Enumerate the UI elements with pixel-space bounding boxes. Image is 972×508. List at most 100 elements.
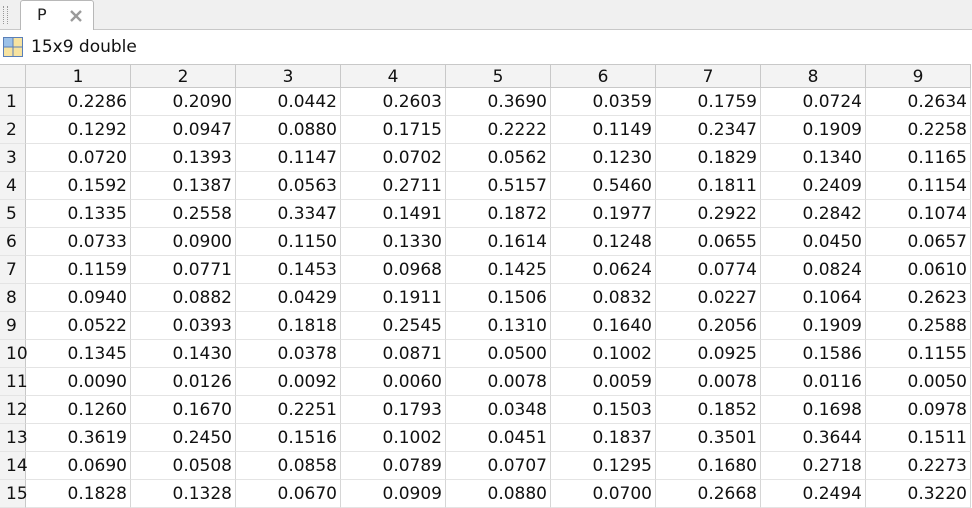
cell[interactable]: 0.1340: [761, 144, 866, 172]
row-header[interactable]: 4: [0, 172, 26, 200]
cell[interactable]: 0.1074: [866, 200, 971, 228]
cell[interactable]: 0.0378: [236, 340, 341, 368]
cell[interactable]: 0.1698: [761, 396, 866, 424]
row-header[interactable]: 15: [0, 480, 28, 508]
cell[interactable]: 0.0126: [131, 368, 236, 396]
cell[interactable]: 0.1330: [341, 228, 446, 256]
cell[interactable]: 0.1511: [866, 424, 971, 452]
row-header[interactable]: 1: [0, 88, 26, 116]
cell[interactable]: 0.1911: [341, 284, 446, 312]
cell[interactable]: 0.0707: [446, 452, 551, 480]
cell[interactable]: 0.1064: [761, 284, 866, 312]
cell[interactable]: 0.0724: [761, 88, 866, 116]
cell[interactable]: 0.0227: [656, 284, 761, 312]
cell[interactable]: 0.1715: [341, 116, 446, 144]
cell[interactable]: 0.0700: [551, 480, 656, 508]
cell[interactable]: 0.2090: [131, 88, 236, 116]
column-header[interactable]: 8: [761, 64, 866, 88]
cell[interactable]: 0.1292: [26, 116, 131, 144]
cell[interactable]: 0.1248: [551, 228, 656, 256]
cell[interactable]: 0.0968: [341, 256, 446, 284]
row-header[interactable]: 11: [0, 368, 28, 396]
cell[interactable]: 0.0824: [761, 256, 866, 284]
cell[interactable]: 0.0359: [551, 88, 656, 116]
cell[interactable]: 0.1149: [551, 116, 656, 144]
cell[interactable]: 0.2711: [341, 172, 446, 200]
cell[interactable]: 0.2258: [866, 116, 971, 144]
cell[interactable]: 0.3644: [761, 424, 866, 452]
cell[interactable]: 0.1387: [131, 172, 236, 200]
row-header[interactable]: 9: [0, 312, 26, 340]
cell[interactable]: 0.0900: [131, 228, 236, 256]
cell[interactable]: 0.0078: [656, 368, 761, 396]
cell[interactable]: 0.0940: [26, 284, 131, 312]
cell[interactable]: 0.0429: [236, 284, 341, 312]
cell[interactable]: 0.0771: [131, 256, 236, 284]
cell[interactable]: 0.0880: [446, 480, 551, 508]
cell[interactable]: 0.0442: [236, 88, 341, 116]
column-header[interactable]: 7: [656, 64, 761, 88]
cell[interactable]: 0.2409: [761, 172, 866, 200]
cell[interactable]: 0.0702: [341, 144, 446, 172]
cell[interactable]: 0.2273: [866, 452, 971, 480]
cell[interactable]: 0.2922: [656, 200, 761, 228]
cell[interactable]: 0.2347: [656, 116, 761, 144]
row-header[interactable]: 13: [0, 424, 28, 452]
cell[interactable]: 0.1586: [761, 340, 866, 368]
cell[interactable]: 0.0858: [236, 452, 341, 480]
tab-label[interactable]: P: [37, 5, 47, 24]
cell[interactable]: 0.1260: [26, 396, 131, 424]
cell[interactable]: 0.3619: [26, 424, 131, 452]
cell[interactable]: 0.3690: [446, 88, 551, 116]
cell[interactable]: 0.3501: [656, 424, 761, 452]
cell[interactable]: 0.2623: [866, 284, 971, 312]
cell[interactable]: 0.1154: [866, 172, 971, 200]
cell[interactable]: 0.5157: [446, 172, 551, 200]
cell[interactable]: 0.2588: [866, 312, 971, 340]
cell[interactable]: 0.0610: [866, 256, 971, 284]
cell[interactable]: 0.1328: [131, 480, 236, 508]
cell[interactable]: 0.1670: [131, 396, 236, 424]
row-header[interactable]: 10: [0, 340, 28, 368]
column-header[interactable]: 4: [341, 64, 446, 88]
cell[interactable]: 0.0059: [551, 368, 656, 396]
cell[interactable]: 0.0563: [236, 172, 341, 200]
cell[interactable]: 0.1837: [551, 424, 656, 452]
cell[interactable]: 0.1829: [656, 144, 761, 172]
cell[interactable]: 0.1425: [446, 256, 551, 284]
cell[interactable]: 0.0832: [551, 284, 656, 312]
cell[interactable]: 0.2634: [866, 88, 971, 116]
cell[interactable]: 0.1159: [26, 256, 131, 284]
column-header[interactable]: 6: [551, 64, 656, 88]
column-header[interactable]: 3: [236, 64, 341, 88]
row-header[interactable]: 14: [0, 452, 28, 480]
cell[interactable]: 0.1828: [26, 480, 131, 508]
cell[interactable]: 0.1680: [656, 452, 761, 480]
cell[interactable]: 0.0092: [236, 368, 341, 396]
cell[interactable]: 0.1345: [26, 340, 131, 368]
cell[interactable]: 0.0090: [26, 368, 131, 396]
cell[interactable]: 0.1165: [866, 144, 971, 172]
cell[interactable]: 0.0909: [341, 480, 446, 508]
column-header[interactable]: 2: [131, 64, 236, 88]
cell[interactable]: 0.0078: [446, 368, 551, 396]
cell[interactable]: 0.1818: [236, 312, 341, 340]
cell[interactable]: 0.0733: [26, 228, 131, 256]
cell[interactable]: 0.1793: [341, 396, 446, 424]
cell[interactable]: 0.1516: [236, 424, 341, 452]
cell[interactable]: 0.1155: [866, 340, 971, 368]
cell[interactable]: 0.1150: [236, 228, 341, 256]
cell[interactable]: 0.0450: [761, 228, 866, 256]
cell[interactable]: 0.0871: [341, 340, 446, 368]
row-header[interactable]: 2: [0, 116, 26, 144]
row-header[interactable]: 3: [0, 144, 26, 172]
row-header[interactable]: 7: [0, 256, 26, 284]
cell[interactable]: 0.1759: [656, 88, 761, 116]
cell[interactable]: 0.2842: [761, 200, 866, 228]
cell[interactable]: 0.2718: [761, 452, 866, 480]
cell[interactable]: 0.0657: [866, 228, 971, 256]
cell[interactable]: 0.1002: [341, 424, 446, 452]
column-header[interactable]: 1: [26, 64, 131, 88]
cell[interactable]: 0.1614: [446, 228, 551, 256]
cell[interactable]: 0.1909: [761, 312, 866, 340]
